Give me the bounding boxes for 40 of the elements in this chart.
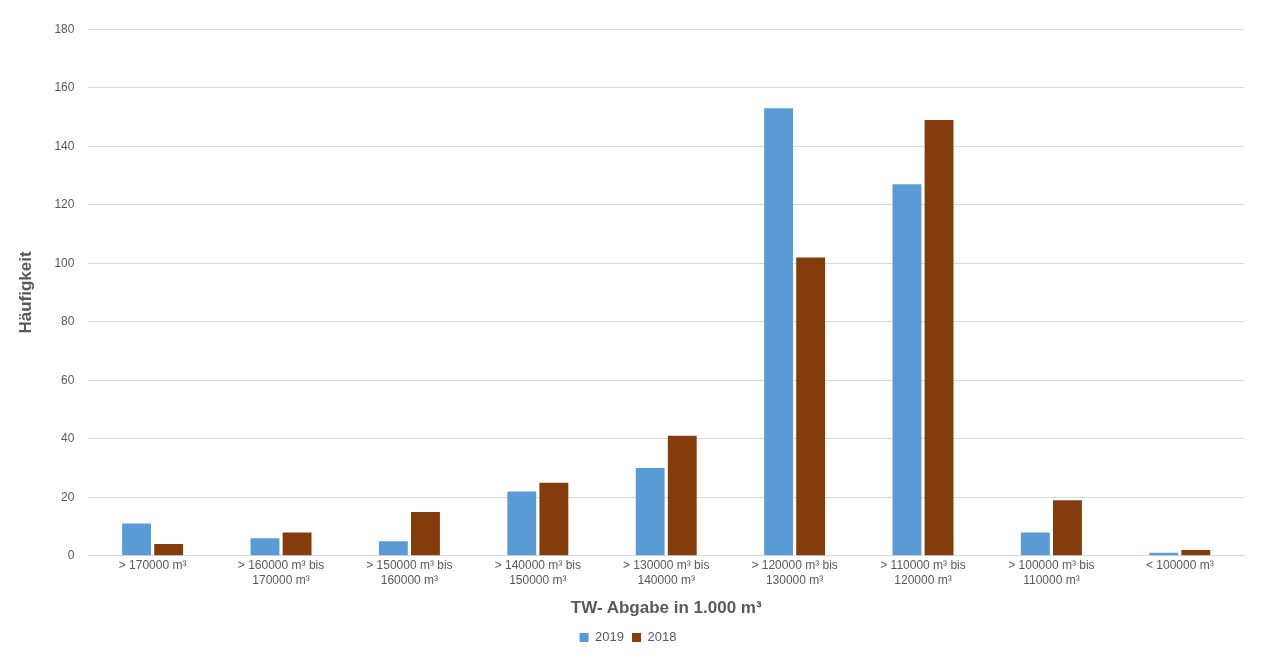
- bar: [1020, 532, 1050, 556]
- y-tick-label: 180: [54, 21, 75, 36]
- legend-label: 2019: [595, 629, 624, 645]
- y-tick-label: 140: [54, 138, 75, 153]
- x-tick-label: > 170000 m³: [118, 558, 187, 573]
- bar: [411, 511, 440, 556]
- bar: [1053, 500, 1082, 556]
- bar: [250, 538, 280, 556]
- x-tick-label: > 160000 m³ bis 170000 m³: [237, 558, 325, 587]
- bar: [122, 523, 152, 556]
- x-axis-title: TW- Abgabe in 1.000 m³: [570, 598, 762, 618]
- bar: [635, 468, 665, 556]
- x-tick-label: > 110000 m³ bis 120000 m³: [880, 558, 966, 587]
- y-tick-label: 0: [67, 548, 75, 563]
- y-tick-label: 80: [61, 314, 75, 329]
- legend-label: 2018: [647, 629, 677, 645]
- y-tick-label: 100: [54, 255, 75, 270]
- x-tick-label: > 140000 m³ bis 150000 m³: [494, 558, 582, 587]
- bar: [282, 532, 312, 556]
- y-tick-label: 20: [61, 489, 75, 504]
- bar: [764, 108, 793, 556]
- y-tick-label: 120: [54, 197, 75, 212]
- y-tick-label: 60: [61, 372, 75, 387]
- bar: [1181, 549, 1211, 556]
- bar: [378, 541, 408, 556]
- x-tick-label: < 100000 m³: [1145, 558, 1214, 573]
- bar: [892, 184, 922, 556]
- bar: [154, 544, 184, 556]
- x-tick-label: > 130000 m³ bis 140000 m³: [623, 558, 710, 587]
- bar: [924, 119, 954, 556]
- x-tick-label: > 120000 m³ bis 130000 m³: [751, 558, 838, 587]
- bar: [507, 491, 537, 556]
- x-tick-label: > 100000 m³ bis 110000 m³: [1008, 558, 1095, 587]
- bar: [539, 482, 569, 556]
- y-tick-label: 160: [54, 80, 75, 95]
- bar: [796, 257, 826, 556]
- x-tick-label: > 150000 m³ bis 160000 m³: [366, 558, 453, 587]
- bar: [667, 435, 697, 556]
- y-tick-label: 40: [61, 431, 75, 446]
- y-axis-title: Häufigkeit: [15, 251, 35, 334]
